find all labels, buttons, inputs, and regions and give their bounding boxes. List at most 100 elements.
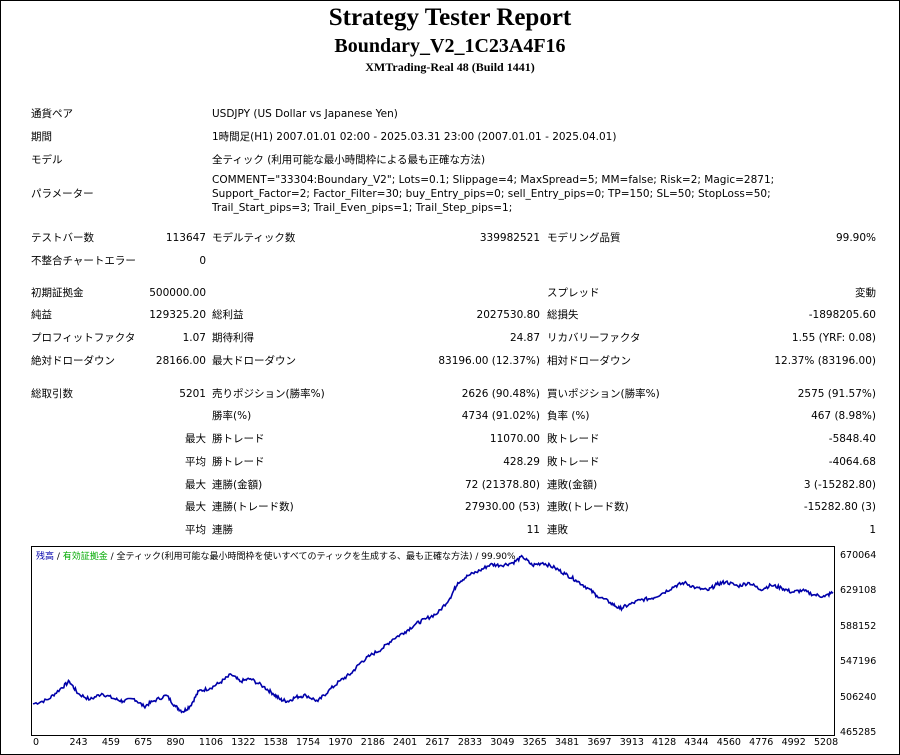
- x-tick-label: 3265: [522, 737, 547, 748]
- x-tick-label: 2617: [425, 737, 450, 748]
- y-tick-label: 547196: [840, 656, 877, 668]
- avg-consec-losses-value: 1: [869, 524, 876, 536]
- y-tick-label: 629108: [840, 585, 877, 597]
- x-tick-label: 3049: [490, 737, 515, 748]
- loss-value: 467 (8.98%): [811, 410, 876, 422]
- x-tick-label: 675: [134, 737, 153, 748]
- legend-quality: / 99.90%: [472, 552, 516, 562]
- y-tick-label: 670064: [840, 549, 877, 561]
- errors-value: 0: [199, 255, 206, 267]
- model-label: モデル: [31, 154, 63, 166]
- avg-consec-label: 平均: [185, 524, 206, 536]
- rf-value: 1.55 (YRF: 0.08): [791, 332, 876, 344]
- trades-value: 5201: [179, 388, 206, 400]
- y-tick-label: 465285: [840, 727, 877, 738]
- max-consec-losses-money-label: 連敗(金額): [547, 479, 598, 491]
- x-tick-label: 4776: [749, 737, 774, 748]
- largest-label: 最大: [185, 433, 206, 445]
- max-consec-losses-money-value: 3 (-15282.80): [803, 479, 876, 491]
- gross-loss-label: 総損失: [547, 309, 579, 321]
- rf-label: リカバリーファクタ: [547, 332, 641, 344]
- max-consec-wins-money-value: 72 (21378.80): [465, 479, 540, 491]
- win-label: 勝率(%): [212, 410, 252, 422]
- period-label: 期間: [31, 131, 52, 143]
- avg-win-value: 428.29: [503, 456, 540, 468]
- max-consec-profit-label: 連勝(トレード数): [212, 501, 294, 513]
- x-tick-label: 459: [101, 737, 120, 748]
- chart-svg: [32, 554, 834, 714]
- chart-plot-area: 残高 / 有効証拠金 / 全ティック(利用可能な最小時間枠を使いすべてのティック…: [31, 546, 835, 736]
- rel-dd-value: 12.37% (83196.00): [774, 355, 876, 367]
- x-tick-label: 2186: [360, 737, 385, 748]
- payoff-value: 24.87: [509, 332, 540, 344]
- x-tick-label: 1322: [231, 737, 256, 748]
- largest-win-value: 11070.00: [489, 433, 540, 445]
- pf-value: 1.07: [182, 332, 206, 344]
- abs-dd-label: 絶対ドローダウン: [31, 355, 115, 367]
- payoff-label: 期待利得: [212, 332, 254, 344]
- largest-loss-label: 敗トレード: [547, 433, 600, 445]
- bars-label: テストバー数: [31, 232, 94, 244]
- net-value: 129325.20: [149, 309, 206, 321]
- x-tick-label: 2833: [457, 737, 482, 748]
- spread-value: 変動: [855, 287, 876, 299]
- x-tick-label: 4992: [781, 737, 806, 748]
- net-label: 純益: [31, 309, 52, 321]
- x-tick-label: 2401: [393, 737, 418, 748]
- rel-dd-label: 相対ドローダウン: [547, 355, 631, 367]
- spread-label: スプレッド: [547, 287, 600, 299]
- win-value: 4734 (91.02%): [461, 410, 540, 422]
- legend-balance: 残高: [36, 552, 55, 562]
- short-label: 売りポジション(勝率%): [212, 388, 325, 400]
- long-value: 2575 (91.57%): [797, 388, 876, 400]
- largest-win-label: 勝トレード: [212, 433, 265, 445]
- abs-dd-value: 28166.00: [155, 355, 206, 367]
- avg-consec-wins-label: 連勝: [212, 524, 233, 536]
- deposit-label: 初期証拠金: [31, 287, 84, 299]
- avg-win-label: 勝トレード: [212, 456, 265, 468]
- legend-margin: 有効証拠金: [62, 552, 108, 562]
- x-tick-label: 1970: [328, 737, 353, 748]
- legend-sep: /: [54, 552, 63, 562]
- pf-label: プロフィットファクタ: [31, 332, 136, 344]
- x-tick-label: 3913: [619, 737, 644, 748]
- x-tick-label: 3481: [554, 737, 580, 748]
- gross-profit-value: 2027530.80: [476, 309, 540, 321]
- max-consec-wins-money-label: 連勝(金額): [212, 479, 263, 491]
- quality-label: モデリング品質: [547, 232, 621, 244]
- x-tick-label: 4560: [716, 737, 741, 748]
- gross-loss-value: -1898205.60: [808, 309, 876, 321]
- x-tick-label: 0: [33, 737, 40, 748]
- avg-loss-label: 敗トレード: [547, 456, 600, 468]
- errors-label: 不整合チャートエラー: [31, 255, 136, 267]
- balance-chart: 残高 / 有効証拠金 / 全ティック(利用可能な最小時間枠を使いすべてのティック…: [31, 546, 878, 748]
- params-label: パラメーター: [31, 188, 94, 200]
- max-consec-loss-value: -15282.80 (3): [803, 501, 876, 513]
- server-info: XMTrading-Real 48 (Build 1441): [365, 60, 535, 74]
- gross-profit-label: 総利益: [212, 309, 244, 321]
- max-dd-label: 最大ドローダウン: [212, 355, 296, 367]
- trades-label: 総取引数: [31, 388, 73, 400]
- x-tick-label: 890: [166, 737, 185, 748]
- ea-name: Boundary_V2_1C23A4F16: [334, 35, 566, 57]
- x-tick-label: 3697: [587, 737, 612, 748]
- quality-value: 99.90%: [835, 232, 876, 244]
- x-tick-label: 1106: [198, 737, 224, 748]
- y-tick-label: 506240: [840, 691, 877, 703]
- x-tick-label: 1538: [263, 737, 288, 748]
- max-consec-label: 最大: [185, 479, 206, 491]
- ticks-label: モデルティック数: [212, 232, 296, 244]
- avg-consec-wins-value: 11: [526, 524, 540, 536]
- x-tick-label: 5208: [813, 737, 839, 748]
- model-value: 全ティック (利用可能な最小時間枠による最も正確な方法): [212, 154, 486, 166]
- average-label: 平均: [185, 456, 206, 468]
- long-label: 買いポジション(勝率%): [547, 388, 660, 400]
- short-value: 2626 (90.48%): [461, 388, 540, 400]
- max-consec-loss-label: 連敗(トレード数): [547, 501, 629, 513]
- deposit-value: 500000.00: [149, 287, 206, 299]
- params-value: COMMENT="33304:Boundary_V2"; Lots=0.1; S…: [212, 174, 775, 214]
- max-consec2-label: 最大: [185, 501, 206, 513]
- x-tick-label: 4344: [684, 737, 709, 748]
- x-tick-label: 1754: [296, 737, 321, 748]
- avg-consec-losses-label: 連敗: [547, 524, 568, 536]
